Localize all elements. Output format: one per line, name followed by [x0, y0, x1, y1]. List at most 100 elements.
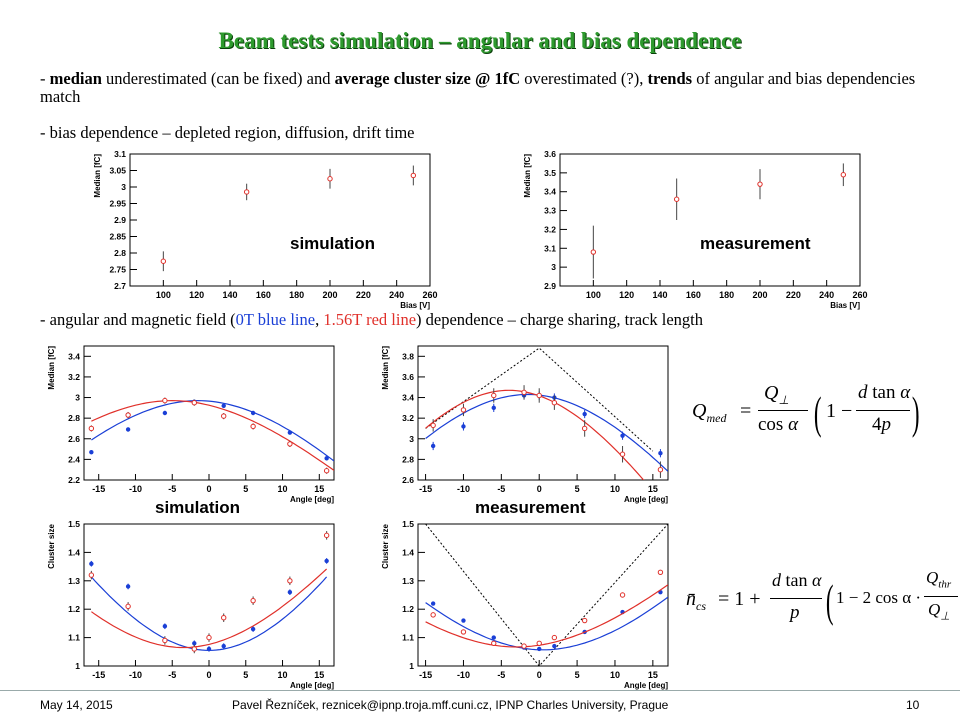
data-point-blue [125, 584, 131, 589]
x-tick-label: 240 [389, 290, 404, 300]
bullet1-dash: - [40, 69, 50, 88]
x-tick-label: 15 [314, 670, 324, 680]
y-tick-label: 2.9 [114, 215, 126, 225]
envelope-line [425, 524, 668, 666]
data-point-red [673, 196, 680, 202]
x-tick-label: 160 [686, 290, 701, 300]
bullet3-text-b: , [315, 310, 324, 329]
data-point-blue [125, 427, 131, 432]
data-point-red [287, 578, 293, 584]
y-tick-label: 2.6 [68, 434, 80, 444]
y-tick-label: 2.4 [68, 454, 80, 464]
y-tick-label: 2.8 [68, 413, 80, 423]
y-tick-label: 1.2 [402, 604, 414, 614]
x-axis-label: Angle [deg] [624, 495, 668, 504]
data-point-red [491, 392, 497, 399]
data-point-red [590, 249, 597, 255]
footer-divider [0, 690, 960, 691]
x-tick-label: 140 [652, 290, 667, 300]
plot-frame [83, 345, 335, 481]
x-axis-label: Bias [V] [830, 301, 860, 310]
x-tick-label: 0 [537, 670, 542, 680]
data-point-red [221, 615, 227, 621]
data-point-red [243, 189, 250, 195]
y-tick-label: 3.8 [402, 351, 414, 361]
y-tick-label: 2.7 [114, 281, 126, 291]
angle-median-meas-chart: -15 -10 -5 0 5 10 15 2.6 2.8 3 3.2 3.4 3.6 3.8 Angle [… [381, 345, 669, 504]
angle-median-sim-chart: -15 -10 -5 0 5 10 15 2.2 2.4 2.6 2.8 3 3.2 3.4 Angle [… [47, 345, 335, 504]
data-point-red [460, 629, 467, 635]
fit-curve-1.56T [425, 584, 668, 648]
data-point-blue [537, 646, 542, 652]
data-point-red [430, 612, 436, 618]
data-point-blue [89, 449, 94, 455]
data-point-blue [658, 451, 663, 456]
footer-date: May 14, 2015 [40, 698, 113, 712]
x-tick-label: 100 [586, 290, 601, 300]
bullet1-median: median [49, 69, 102, 88]
y-tick-label: 3 [75, 393, 80, 403]
y-tick-label: 2.9 [544, 281, 556, 291]
plot-frame [129, 153, 431, 287]
x-tick-label: 140 [222, 290, 237, 300]
x-axis-label: Angle [deg] [290, 681, 334, 690]
data-point-red [536, 392, 542, 399]
data-point-blue [250, 626, 256, 632]
data-point-red [840, 172, 847, 178]
data-point-red [250, 597, 256, 604]
x-axis-label: Angle [deg] [290, 495, 334, 504]
x-tick-label: -5 [168, 670, 176, 680]
y-tick-label: 3.3 [544, 206, 556, 216]
data-point-blue [582, 411, 587, 417]
y-tick-label: 1.5 [402, 519, 414, 529]
data-point-red [88, 572, 95, 578]
y-tick-label: 3.2 [68, 372, 80, 382]
data-point-red [581, 617, 588, 624]
x-tick-label: 120 [619, 290, 634, 300]
data-point-red [191, 399, 197, 406]
bullet1-text-b: overestimated (?), [520, 69, 648, 88]
formula-median: Qmed = Q⊥ cos α ( 1 − d tan α 4p ) [692, 382, 920, 438]
data-point-blue [89, 561, 94, 566]
x-tick-label: 180 [289, 290, 304, 300]
fit-curve-0T [425, 596, 668, 651]
label-measurement-top: measurement [700, 234, 811, 253]
x-tick-label: -15 [419, 484, 432, 494]
bullet3-red: 1.56T red line [323, 310, 417, 329]
bullet3-text-c: ) dependence – charge sharing, track len… [416, 310, 703, 329]
x-tick-label: 10 [610, 484, 620, 494]
bullet1-trends: trends [647, 69, 693, 88]
y-tick-label: 3.6 [402, 372, 414, 382]
data-point-red [551, 634, 558, 641]
label-simulation-top: simulation [290, 234, 376, 253]
y-axis-label: Median [fC] [523, 154, 532, 198]
x-tick-label: 100 [156, 290, 171, 300]
x-axis-label: Angle [deg] [624, 681, 668, 690]
y-tick-label: 3.4 [402, 393, 414, 403]
y-tick-label: 3.4 [544, 187, 556, 197]
y-tick-label: 3.4 [68, 351, 80, 361]
angle-cluster-meas-chart: -15 -10 -5 0 5 10 15 1 1.1 1.2 1.3 1.4 1.5 Angle [deg… [381, 519, 669, 690]
angle-cluster-sim-chart: -15 -10 -5 0 5 10 15 1 1.1 1.2 1.3 1.4 1.5 Angle [deg… [47, 519, 335, 690]
x-tick-label: -5 [497, 484, 505, 494]
data-point-red [287, 441, 293, 447]
y-tick-label: 1.3 [68, 576, 80, 586]
y-tick-label: 2.85 [109, 232, 126, 242]
data-point-red [757, 181, 763, 187]
data-point-red [162, 637, 168, 644]
data-point-blue [206, 646, 212, 652]
y-axis-label: Median [fC] [47, 346, 56, 390]
data-point-red [323, 532, 330, 539]
data-point-red [221, 413, 227, 419]
fit-curve-1.56T [91, 399, 334, 471]
data-point-red [125, 412, 131, 418]
bullet3-text-a: - angular and magnetic field ( [40, 310, 236, 329]
y-tick-label: 3.1 [114, 149, 126, 159]
y-tick-label: 1.1 [68, 633, 80, 643]
data-point-red [581, 425, 588, 432]
data-point-red [162, 397, 168, 404]
slide-title: Beam tests simulation – angular and bias… [218, 28, 742, 53]
data-point-red [327, 176, 333, 182]
y-tick-label: 3 [121, 182, 126, 192]
y-tick-label: 3.2 [402, 413, 414, 423]
